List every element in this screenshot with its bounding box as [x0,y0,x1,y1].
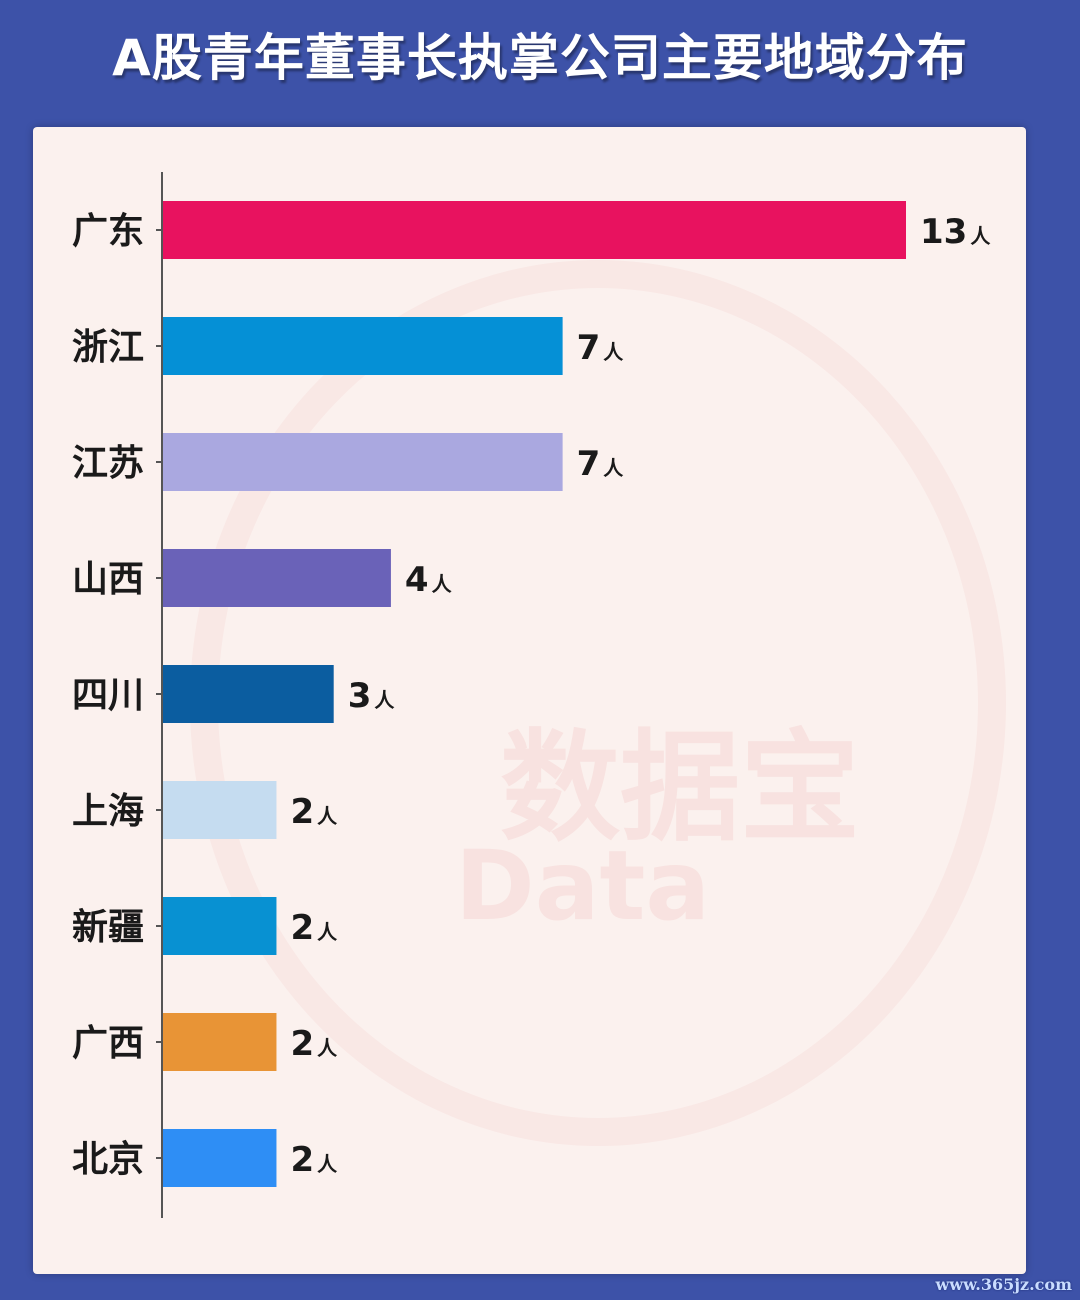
bar-四川 [163,665,334,723]
category-label: 江苏 [72,443,144,484]
category-label: 广东 [72,211,144,252]
bar-新疆 [163,897,277,955]
bar-北京 [163,1129,277,1187]
category-label: 新疆 [72,907,144,948]
category-label: 山西 [72,559,144,600]
category-label: 北京 [72,1138,144,1180]
bar-广西 [163,1013,277,1071]
category-label: 浙江 [72,327,144,368]
value-label: 13 人 [920,212,991,252]
watermark-subtext: Data [455,830,711,942]
bar-上海 [163,781,277,839]
category-label: 上海 [72,791,144,832]
bar-广东 [163,201,906,259]
footer-url: www.365jz.com [935,1275,1072,1294]
watermark-text: 数据宝 [500,719,860,858]
category-label: 四川 [72,675,144,716]
bar-山西 [163,549,391,607]
category-label: 广西 [72,1023,144,1064]
bar-浙江 [163,317,563,375]
chart-title: A股青年董事长执掌公司主要地域分布 [112,29,968,87]
bar-江苏 [163,433,563,491]
